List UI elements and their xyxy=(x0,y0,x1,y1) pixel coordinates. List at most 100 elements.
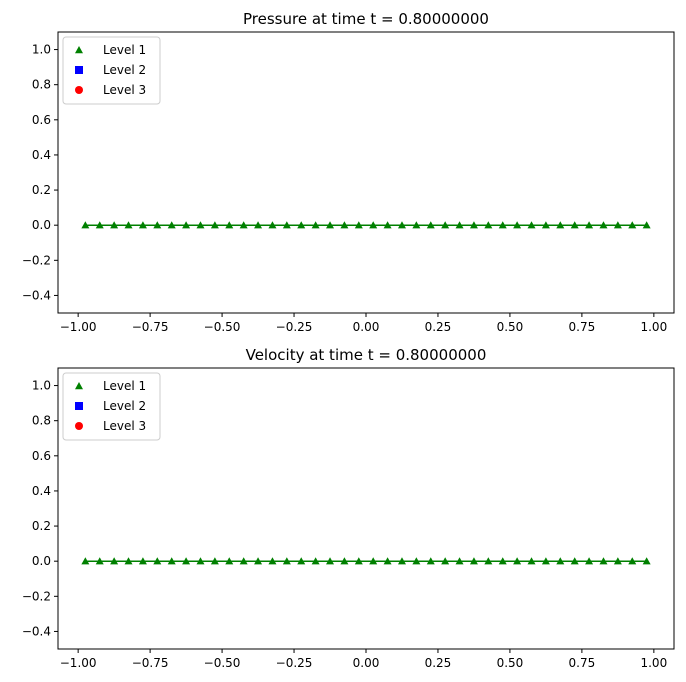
velocity-x-tick-label: −1.00 xyxy=(60,656,97,670)
pressure-y-tick-label: 0.0 xyxy=(32,218,51,232)
pressure-y-tick-label: 1.0 xyxy=(32,43,51,57)
pressure-data-point xyxy=(455,221,464,229)
velocity-legend-label-2: Level 2 xyxy=(103,399,146,413)
velocity-data-point xyxy=(455,557,464,565)
pressure-data-point xyxy=(254,221,263,229)
velocity-y-tick-label: 0.4 xyxy=(32,484,51,498)
pressure-data-point xyxy=(81,221,90,229)
pressure-y-tick-label: −0.4 xyxy=(22,288,51,302)
velocity-legend-label-1: Level 1 xyxy=(103,379,146,393)
pressure-data-point xyxy=(642,221,651,229)
velocity-y-tick-label: 0.2 xyxy=(32,519,51,533)
pressure-data-point xyxy=(570,221,579,229)
velocity-y-tick-label: −0.2 xyxy=(22,589,51,603)
pressure-legend-label-1: Level 1 xyxy=(103,43,146,57)
pressure-plot: Pressure at time t = 0.80000000 −1.00 −0.7… xyxy=(22,10,675,334)
velocity-data-point xyxy=(326,557,335,565)
pressure-data-point xyxy=(297,221,306,229)
velocity-data-point xyxy=(239,557,248,565)
pressure-y-tick-label: 0.8 xyxy=(32,78,51,92)
pressure-legend-marker-1 xyxy=(75,46,83,54)
velocity-data-point xyxy=(81,557,90,565)
pressure-data-point xyxy=(196,221,205,229)
velocity-data-point xyxy=(527,557,536,565)
velocity-data-point xyxy=(383,557,392,565)
pressure-x-tick-label: −0.25 xyxy=(276,320,313,334)
velocity-data-point xyxy=(297,557,306,565)
velocity-data-point xyxy=(138,557,147,565)
pressure-data-point xyxy=(498,221,507,229)
pressure-data-point xyxy=(469,221,478,229)
velocity-data-point xyxy=(513,557,522,565)
velocity-data-point xyxy=(369,557,378,565)
velocity-data-point xyxy=(153,557,162,565)
pressure-x-tick-label: 0.00 xyxy=(353,320,380,334)
pressure-data-point xyxy=(441,221,450,229)
pressure-data-point xyxy=(282,221,291,229)
pressure-y-tick-label: 0.6 xyxy=(32,113,51,127)
pressure-data-point xyxy=(426,221,435,229)
velocity-data-point xyxy=(340,557,349,565)
velocity-y-tick-label: −0.4 xyxy=(22,624,51,638)
velocity-x-tick-label: 0.75 xyxy=(569,656,596,670)
pressure-x-tick-label: 0.75 xyxy=(569,320,596,334)
velocity-data-point xyxy=(268,557,277,565)
pressure-x-tick-label: −0.75 xyxy=(132,320,169,334)
pressure-data-point xyxy=(124,221,133,229)
pressure-data-point xyxy=(268,221,277,229)
velocity-legend: Level 1 Level 2 Level 3 xyxy=(62,372,161,441)
pressure-data-point xyxy=(541,221,550,229)
velocity-legend-marker-1 xyxy=(75,382,83,390)
pressure-data-point xyxy=(167,221,176,229)
pressure-data-point xyxy=(369,221,378,229)
pressure-data-point xyxy=(354,221,363,229)
velocity-x-tick-label: 0.00 xyxy=(353,656,380,670)
velocity-x-tick-label: 0.25 xyxy=(425,656,452,670)
pressure-y-tick-label: 0.2 xyxy=(32,183,51,197)
velocity-legend-box xyxy=(62,372,161,441)
pressure-data-point xyxy=(484,221,493,229)
pressure-x-tick-label: −1.00 xyxy=(60,320,97,334)
velocity-data-point xyxy=(210,557,219,565)
velocity-data-point xyxy=(469,557,478,565)
pressure-data-point xyxy=(182,221,191,229)
pressure-legend-label-2: Level 2 xyxy=(103,63,146,77)
velocity-data-point xyxy=(570,557,579,565)
pressure-data-point xyxy=(513,221,522,229)
pressure-data-point xyxy=(383,221,392,229)
pressure-data-point xyxy=(628,221,637,229)
pressure-data-point xyxy=(613,221,622,229)
pressure-title: Pressure at time t = 0.80000000 xyxy=(243,10,489,28)
velocity-legend-label-3: Level 3 xyxy=(103,419,146,433)
velocity-data-point xyxy=(556,557,565,565)
velocity-data-point xyxy=(167,557,176,565)
pressure-x-tick-label: 1.00 xyxy=(640,320,667,334)
pressure-data-point xyxy=(326,221,335,229)
velocity-data-point xyxy=(585,557,594,565)
velocity-legend-marker-3 xyxy=(75,422,83,430)
velocity-data-point xyxy=(613,557,622,565)
pressure-x-tick-label: 0.50 xyxy=(497,320,524,334)
velocity-data-point xyxy=(254,557,263,565)
velocity-data-point xyxy=(354,557,363,565)
velocity-data-point xyxy=(182,557,191,565)
pressure-legend: Level 1 Level 2 Level 3 xyxy=(62,36,161,105)
pressure-y-tick-label: 0.4 xyxy=(32,148,51,162)
pressure-data-point xyxy=(138,221,147,229)
pressure-data-point xyxy=(153,221,162,229)
pressure-data-point xyxy=(585,221,594,229)
velocity-x-tick-label: −0.25 xyxy=(276,656,313,670)
velocity-data-point xyxy=(642,557,651,565)
pressure-data-point xyxy=(599,221,608,229)
velocity-x-tick-label: 1.00 xyxy=(640,656,667,670)
velocity-data-point xyxy=(95,557,104,565)
velocity-data-point xyxy=(541,557,550,565)
velocity-x-tick-label: 0.50 xyxy=(497,656,524,670)
velocity-data-point xyxy=(599,557,608,565)
pressure-data-point xyxy=(527,221,536,229)
pressure-data-point xyxy=(311,221,320,229)
velocity-title: Velocity at time t = 0.80000000 xyxy=(246,346,487,364)
pressure-legend-label-3: Level 3 xyxy=(103,83,146,97)
velocity-legend-marker-2 xyxy=(75,402,83,410)
